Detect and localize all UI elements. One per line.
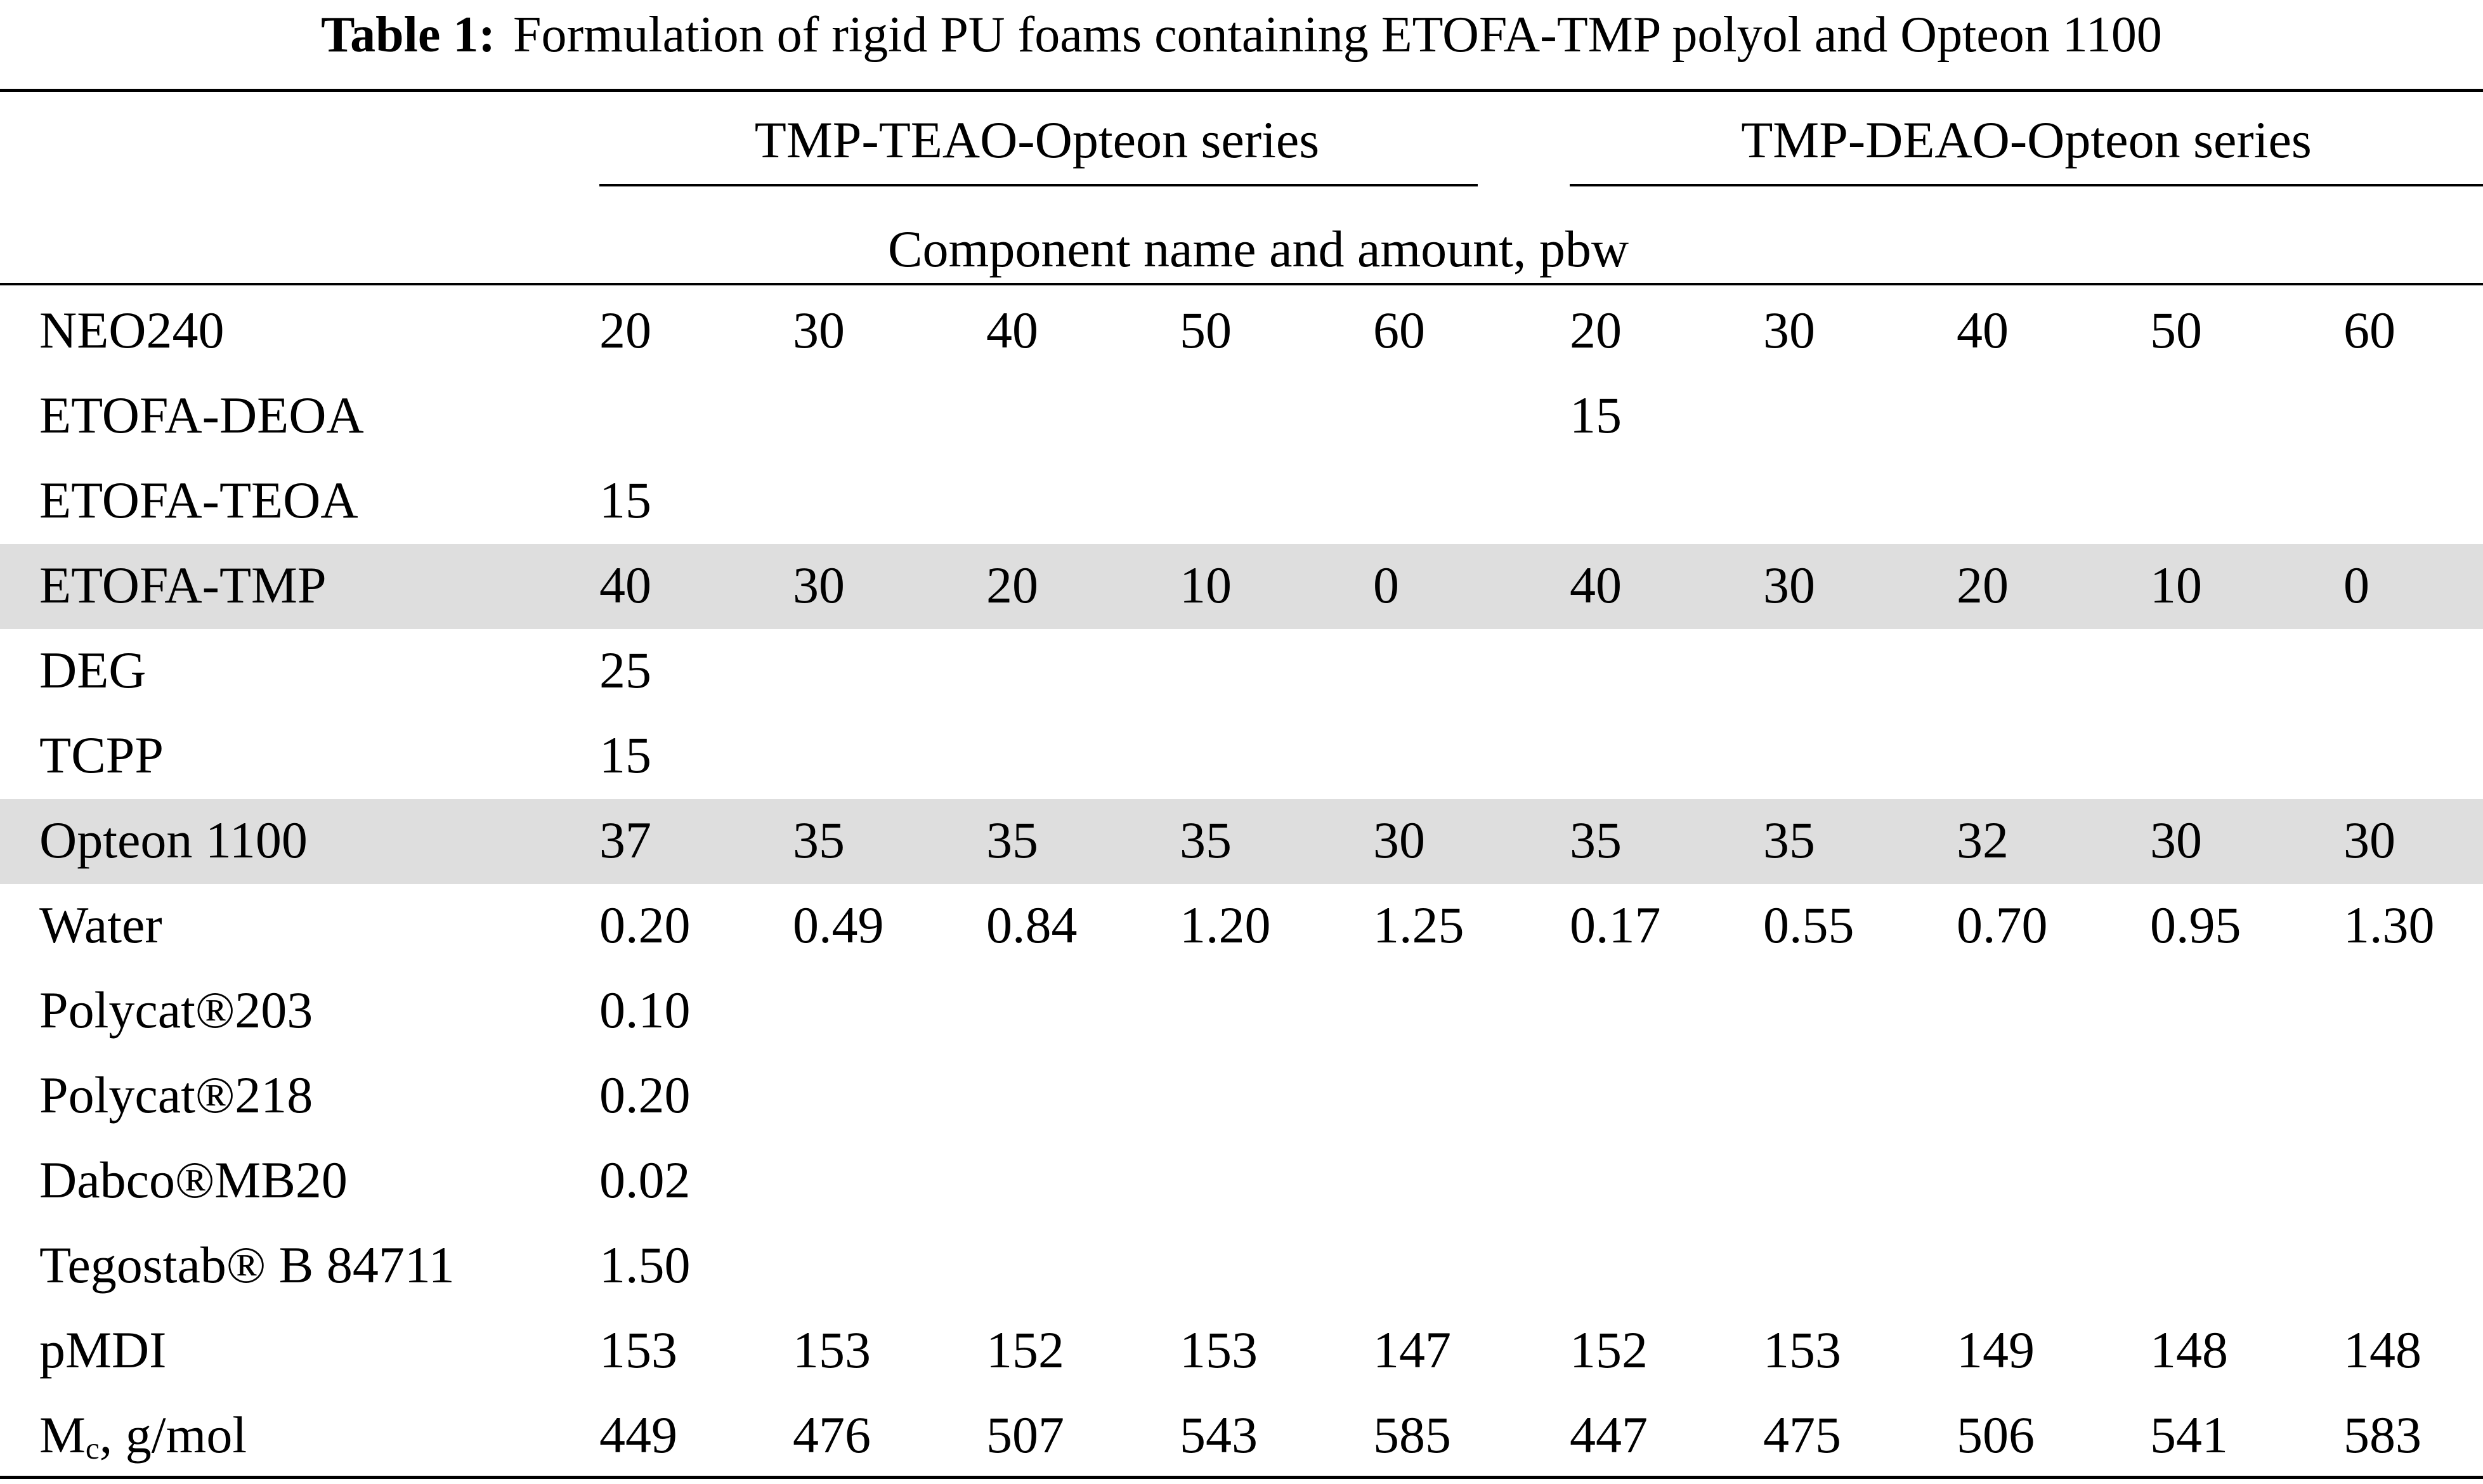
table-cell: 153 [1180, 1321, 1258, 1379]
table-cell: 153 [599, 1321, 677, 1379]
table-cell: 10 [2150, 556, 2202, 614]
table-cell: 0.70 [1957, 896, 2048, 954]
table-cell: 0.10 [599, 981, 691, 1039]
row-label: ETOFA-TEOA [39, 471, 358, 529]
table-cell: 35 [793, 811, 845, 869]
table-cell: 40 [599, 556, 651, 614]
table-cell: 35 [1570, 811, 1622, 869]
table-cell: 147 [1373, 1321, 1451, 1379]
table-cell: 15 [599, 471, 651, 529]
table-cell: 40 [1957, 301, 2009, 359]
group-rule-deao [1570, 184, 2483, 186]
group-rule-teao [599, 184, 1478, 186]
table-cell: 35 [1180, 811, 1232, 869]
table-cell: 0 [2343, 556, 2369, 614]
table-cell: 541 [2150, 1406, 2228, 1464]
table-cell: 32 [1957, 811, 2009, 869]
row-label: NEO240 [39, 301, 225, 359]
table-cell: 153 [1763, 1321, 1841, 1379]
table-cell: 506 [1957, 1406, 2035, 1464]
table-cell: 35 [986, 811, 1038, 869]
table-cell: 40 [1570, 556, 1622, 614]
table-cell: 0.17 [1570, 896, 1661, 954]
header-rule [0, 283, 2483, 285]
table-cell: 449 [599, 1406, 677, 1464]
row-label: ETOFA-DEOA [39, 386, 364, 444]
row-label: Water [39, 896, 162, 954]
table-cell: 30 [2150, 811, 2202, 869]
table-cell: 148 [2343, 1321, 2421, 1379]
group-header-deao: TMP-DEAO-Opteon series [1741, 111, 2312, 169]
table-cell: 1.50 [599, 1236, 691, 1294]
table-cell: 40 [986, 301, 1038, 359]
table-cell: 20 [599, 301, 651, 359]
table-cell: 30 [1763, 301, 1815, 359]
table-cell: 25 [599, 641, 651, 699]
table-cell: 152 [1570, 1321, 1648, 1379]
table-cell: 152 [986, 1321, 1064, 1379]
table-cell: 0.20 [599, 896, 691, 954]
table-cell: 0.84 [986, 896, 1078, 954]
table-cell: 10 [1180, 556, 1232, 614]
row-label: Tegostab® B 84711 [39, 1236, 455, 1294]
table-cell: 153 [793, 1321, 871, 1379]
table-cell: 149 [1957, 1321, 2035, 1379]
table-cell: 15 [599, 726, 651, 784]
subheader: Component name and amount, pbw [887, 220, 1629, 278]
row-label: Polycat®218 [39, 1066, 313, 1124]
row-label: TCPP [39, 726, 164, 784]
group-header-teao: TMP-TEAO-Opteon series [754, 111, 1320, 169]
row-label: Opteon 1100 [39, 811, 308, 869]
table-cell: 0.49 [793, 896, 884, 954]
table-cell: 35 [1763, 811, 1815, 869]
row-label: Mc, g/mol [39, 1406, 247, 1464]
row-shade [0, 544, 2483, 629]
table-cell: 0.55 [1763, 896, 1854, 954]
row-label: Polycat®203 [39, 981, 313, 1039]
table-cell: 37 [599, 811, 651, 869]
table-cell: 1.20 [1180, 896, 1271, 954]
table-cell: 30 [1373, 811, 1425, 869]
table-cell: 585 [1373, 1406, 1451, 1464]
table-cell: 507 [986, 1406, 1064, 1464]
table-cell: 20 [986, 556, 1038, 614]
table-cell: 475 [1763, 1406, 1841, 1464]
table-cell: 50 [1180, 301, 1232, 359]
caption-label: Table 1: [321, 6, 496, 63]
table-cell: 30 [1763, 556, 1815, 614]
table-cell: 1.25 [1373, 896, 1464, 954]
table-cell: 0 [1373, 556, 1399, 614]
table-cell: 30 [793, 301, 845, 359]
row-label: pMDI [39, 1321, 167, 1379]
table-cell: 0.20 [599, 1066, 691, 1124]
top-rule [0, 89, 2483, 92]
table-cell: 15 [1570, 386, 1622, 444]
table-cell: 447 [1570, 1406, 1648, 1464]
table-cell: 60 [1373, 301, 1425, 359]
table-cell: 0.02 [599, 1151, 691, 1209]
caption-text: Formulation of rigid PU foams containing… [513, 6, 2162, 63]
table-cell: 543 [1180, 1406, 1258, 1464]
table-cell: 20 [1957, 556, 2009, 614]
table-cell: 1.30 [2343, 896, 2435, 954]
row-label-subscript: c [85, 1430, 100, 1466]
row-label-main: M [39, 1406, 86, 1464]
table-cell: 0.95 [2150, 896, 2241, 954]
table-cell: 30 [793, 556, 845, 614]
table-cell: 50 [2150, 301, 2202, 359]
row-label: ETOFA-TMP [39, 556, 327, 614]
table-caption: Table 1: Formulation of rigid PU foams c… [0, 0, 2483, 70]
table-cell: 583 [2343, 1406, 2421, 1464]
bottom-rule [0, 1476, 2483, 1479]
table-cell: 30 [2343, 811, 2395, 869]
table-cell: 20 [1570, 301, 1622, 359]
table-cell: 60 [2343, 301, 2395, 359]
row-shade [0, 799, 2483, 884]
table-cell: 148 [2150, 1321, 2228, 1379]
row-label-unit: , g/mol [99, 1406, 247, 1464]
row-label: Dabco®MB20 [39, 1151, 348, 1209]
table-cell: 476 [793, 1406, 871, 1464]
row-label: DEG [39, 641, 147, 699]
